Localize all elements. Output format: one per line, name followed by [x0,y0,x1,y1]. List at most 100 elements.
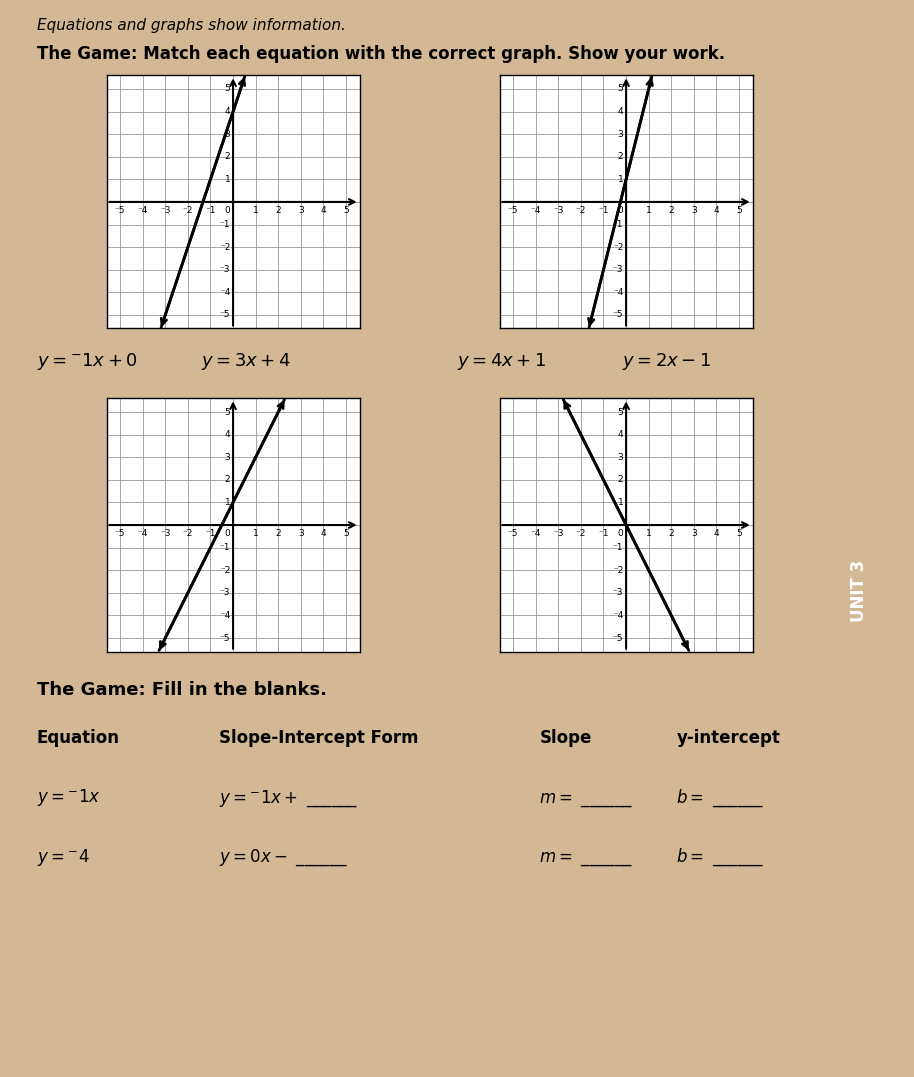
Text: $y = {}^{-}4$: $y = {}^{-}4$ [37,847,90,868]
Text: 2: 2 [618,475,623,485]
Text: ⁻5: ⁻5 [115,529,125,538]
Text: ⁻3: ⁻3 [220,588,230,598]
Text: UNIT 3: UNIT 3 [850,560,868,623]
Text: $y = {}^{-}1x + 0$: $y = {}^{-}1x + 0$ [37,351,137,373]
Text: 3: 3 [618,129,623,139]
Text: ⁻2: ⁻2 [183,206,193,215]
Text: 4: 4 [225,430,230,439]
Text: 1: 1 [225,498,230,507]
Text: ⁻3: ⁻3 [160,206,171,215]
Text: $y = 0x -$ ______: $y = 0x -$ ______ [219,848,348,868]
Text: 3: 3 [298,529,303,538]
Text: Equations and graphs show information.: Equations and graphs show information. [37,18,345,33]
Text: 2: 2 [618,152,623,162]
Text: ⁻4: ⁻4 [613,611,623,620]
Text: ⁻4: ⁻4 [137,529,148,538]
Text: ⁻4: ⁻4 [220,611,230,620]
Text: $y = 3x + 4$: $y = 3x + 4$ [201,351,291,373]
Text: 4: 4 [225,107,230,116]
Text: ⁻4: ⁻4 [220,288,230,297]
Text: 2: 2 [225,152,230,162]
Text: ⁻2: ⁻2 [576,529,586,538]
Text: 3: 3 [225,452,230,462]
Text: ⁻2: ⁻2 [613,242,623,252]
Text: ⁻2: ⁻2 [183,529,193,538]
Text: 0: 0 [618,529,623,538]
Text: 5: 5 [225,84,230,94]
Text: 2: 2 [275,206,282,215]
Text: ⁻1: ⁻1 [613,543,623,553]
Text: 1: 1 [618,498,623,507]
Text: $m =$ ______: $m =$ ______ [539,791,633,809]
Text: 4: 4 [618,430,623,439]
Text: ⁻5: ⁻5 [508,529,518,538]
Text: Slope-Intercept Form: Slope-Intercept Form [219,729,419,747]
Text: ⁻1: ⁻1 [599,529,609,538]
Text: ⁻1: ⁻1 [220,543,230,553]
Text: 4: 4 [714,529,719,538]
Text: 5: 5 [618,84,623,94]
Text: ⁻3: ⁻3 [220,265,230,275]
Text: 3: 3 [298,206,303,215]
Text: 2: 2 [275,529,282,538]
Text: ⁻1: ⁻1 [599,206,609,215]
Text: ⁻3: ⁻3 [613,265,623,275]
Text: 5: 5 [736,206,742,215]
Text: ⁻3: ⁻3 [160,529,171,538]
Text: ⁻2: ⁻2 [576,206,586,215]
Text: 5: 5 [343,206,349,215]
Text: 1: 1 [646,206,652,215]
Text: 4: 4 [321,206,326,215]
Text: 4: 4 [618,107,623,116]
Text: $m =$ ______: $m =$ ______ [539,850,633,868]
Text: ⁻1: ⁻1 [220,220,230,229]
Text: $y = {}^{-}1x +$ ______: $y = {}^{-}1x +$ ______ [219,788,358,809]
Text: 4: 4 [321,529,326,538]
Text: 0: 0 [618,206,623,215]
Text: ⁻1: ⁻1 [206,206,216,215]
Text: The Game: Fill in the blanks.: The Game: Fill in the blanks. [37,681,326,699]
Text: 5: 5 [343,529,349,538]
Text: $y = {}^{-}1x$: $y = {}^{-}1x$ [37,787,101,809]
Text: 4: 4 [714,206,719,215]
Text: 2: 2 [668,529,675,538]
Text: ⁻5: ⁻5 [508,206,518,215]
Text: 3: 3 [618,452,623,462]
Text: 1: 1 [253,529,259,538]
Text: 5: 5 [618,407,623,417]
Text: ⁻1: ⁻1 [613,220,623,229]
Text: Equation: Equation [37,729,120,747]
Text: ⁻5: ⁻5 [613,310,623,320]
Text: y-intercept: y-intercept [676,729,781,747]
Text: 5: 5 [736,529,742,538]
Text: ⁻5: ⁻5 [220,633,230,643]
Text: The Game: Match each equation with the correct graph. Show your work.: The Game: Match each equation with the c… [37,45,725,64]
Text: Slope: Slope [539,729,591,747]
Text: ⁻5: ⁻5 [115,206,125,215]
Text: 2: 2 [225,475,230,485]
Text: ⁻1: ⁻1 [206,529,216,538]
Text: ⁻4: ⁻4 [613,288,623,297]
Text: ⁻5: ⁻5 [220,310,230,320]
Text: 0: 0 [225,529,230,538]
Text: 3: 3 [225,129,230,139]
Text: 1: 1 [225,174,230,184]
Text: 2: 2 [668,206,675,215]
Text: 1: 1 [618,174,623,184]
Text: ⁻5: ⁻5 [613,633,623,643]
Text: 3: 3 [691,206,696,215]
Text: ⁻3: ⁻3 [553,206,564,215]
Text: ⁻3: ⁻3 [613,588,623,598]
Text: ⁻2: ⁻2 [220,242,230,252]
Text: ⁻4: ⁻4 [530,206,541,215]
Text: ⁻2: ⁻2 [613,565,623,575]
Text: 3: 3 [691,529,696,538]
Text: 1: 1 [646,529,652,538]
Text: ⁻3: ⁻3 [553,529,564,538]
Text: ⁻4: ⁻4 [137,206,148,215]
Text: 5: 5 [225,407,230,417]
Text: 0: 0 [225,206,230,215]
Text: $y = 2x - 1$: $y = 2x - 1$ [622,351,711,373]
Text: $y = 4x + 1$: $y = 4x + 1$ [457,351,547,373]
Text: $b =$ ______: $b =$ ______ [676,847,765,868]
